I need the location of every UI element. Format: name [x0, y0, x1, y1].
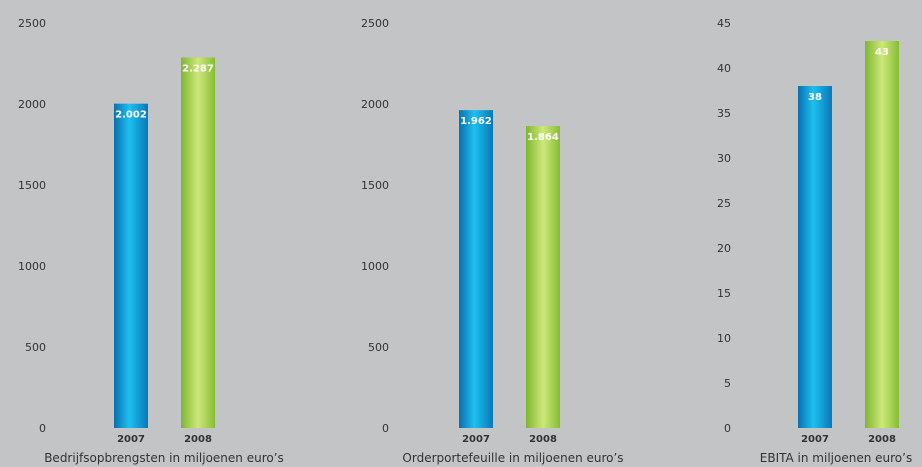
y-tick-label: 2000 [361, 98, 389, 111]
y-tick-label: 40 [717, 62, 731, 75]
category-label: 2008 [184, 434, 212, 445]
category-label: 2008 [868, 434, 896, 445]
y-tick-label: 30 [717, 152, 731, 165]
chart-orderportefeuille: 0 500 1000 1500 2000 2500 1.962 2007 1.864 2008 Or… [361, 17, 624, 465]
bar-2008 [865, 41, 899, 428]
y-tick-label: 2500 [361, 17, 389, 30]
category-label: 2008 [529, 434, 557, 445]
bar-2008 [526, 126, 560, 429]
bar-2008 [181, 57, 215, 428]
y-tick-label: 500 [368, 341, 389, 354]
data-label: 43 [875, 47, 889, 58]
category-label: 2007 [117, 434, 145, 445]
bar-2007 [798, 86, 832, 428]
x-axis-title: Bedrijfsopbrengsten in miljoenen euro’s [44, 451, 284, 465]
y-tick-label: 1500 [18, 179, 46, 192]
y-tick-label: 35 [717, 107, 731, 120]
data-label: 1.962 [460, 116, 492, 127]
y-tick-label: 0 [724, 422, 731, 435]
x-axis-title: Orderportefeuille in miljoenen euro’s [402, 451, 623, 465]
data-label: 2.287 [182, 64, 214, 75]
x-axis-title: EBITA in miljoenen euro’s [760, 451, 912, 465]
y-tick-label: 2500 [18, 17, 46, 30]
y-tick-label: 1500 [361, 179, 389, 192]
y-tick-label: 5 [724, 377, 731, 390]
data-label: 2.002 [115, 110, 147, 121]
y-tick-label: 1000 [361, 260, 389, 273]
data-label: 38 [808, 92, 822, 103]
chart-ebita: 0 5 10 15 20 25 30 35 40 45 38 2007 43 2008 EBITA in m… [717, 17, 912, 465]
category-label: 2007 [801, 434, 829, 445]
chart-bedrijfsopbrengsten: 0 500 1000 1500 2000 2500 2.002 2007 2.287 2008 Be… [18, 17, 284, 465]
y-tick-label: 10 [717, 332, 731, 345]
y-tick-label: 1000 [18, 260, 46, 273]
y-tick-label: 0 [39, 422, 46, 435]
data-label: 1.864 [527, 132, 559, 143]
y-tick-label: 15 [717, 287, 731, 300]
y-tick-label: 20 [717, 242, 731, 255]
y-tick-label: 2000 [18, 98, 46, 111]
y-tick-label: 45 [717, 17, 731, 30]
y-tick-label: 500 [25, 341, 46, 354]
category-label: 2007 [462, 434, 490, 445]
bar-2007 [459, 110, 493, 428]
bar-2007 [114, 103, 148, 429]
y-tick-label: 0 [382, 422, 389, 435]
y-tick-label: 25 [717, 197, 731, 210]
